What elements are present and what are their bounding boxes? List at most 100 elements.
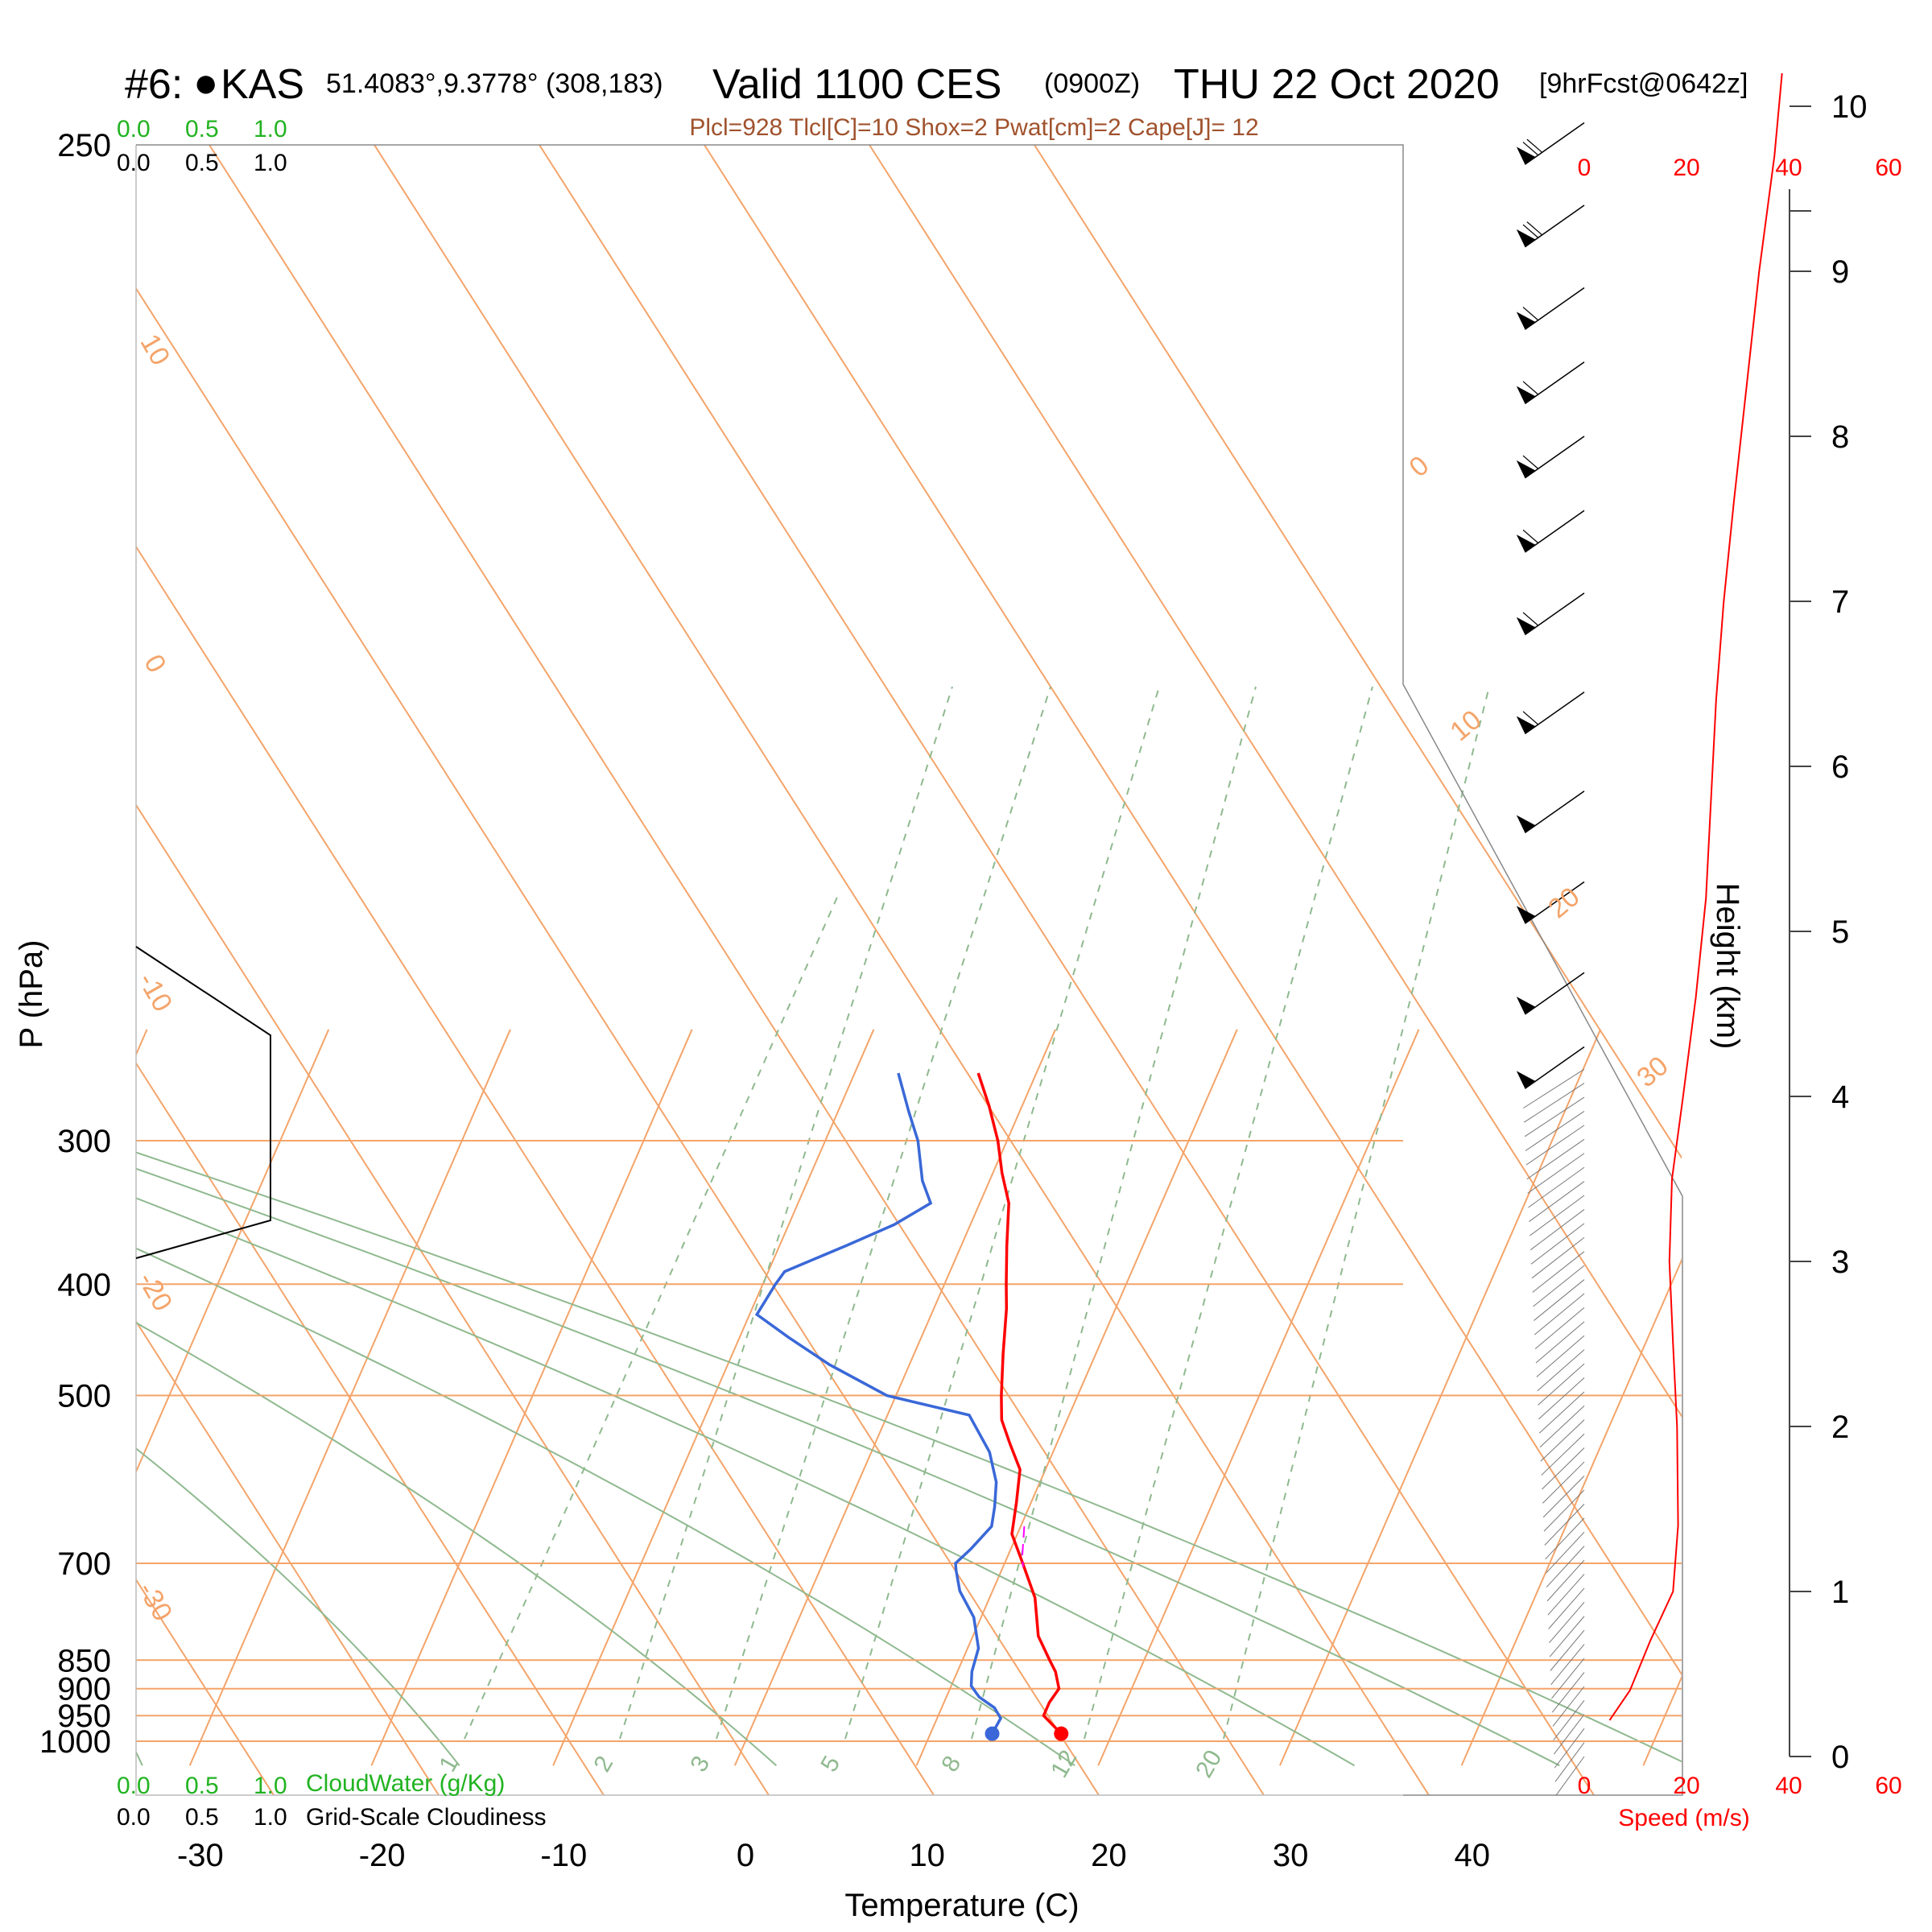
- dry-adiabat-line: [136, 1061, 605, 1795]
- wind-barb-low: [1543, 1489, 1585, 1532]
- wind-barb-pennant: [1516, 386, 1536, 404]
- wind-barb-low: [1538, 1363, 1585, 1406]
- wind-barb: [1516, 436, 1585, 479]
- wind-barb-feather: [1522, 529, 1539, 543]
- dry-adiabat-line: [374, 145, 1430, 1795]
- frame-right: [136, 144, 1683, 1796]
- pressure-tick-label: 500: [57, 1379, 111, 1414]
- dry-adiabat-line: [208, 145, 1265, 1795]
- valid-time: Valid 1100 CES: [712, 61, 1001, 108]
- speed-tick-label-top: 60: [1875, 155, 1901, 181]
- height-tick-label: 5: [1831, 914, 1849, 950]
- dry-adiabat-line: [539, 145, 1595, 1795]
- wind-barb-low: [1548, 1587, 1585, 1629]
- wind-barb-feather: [1526, 221, 1543, 236]
- dewpoint-line: [754, 1072, 1003, 1735]
- wind-barb-feather: [1522, 381, 1539, 395]
- height-axis-title: Height (km): [1710, 883, 1745, 1050]
- cloudiness-profile: [135, 946, 271, 1259]
- moist-adiabat-line: [136, 1447, 460, 1766]
- temperature-tick-label: 10: [909, 1838, 945, 1873]
- mixing-ratio-line: [716, 686, 1051, 1740]
- y-axis-title: P (hPa): [14, 940, 49, 1049]
- speed-profile-line: [1608, 72, 1783, 1721]
- speed-tick-label-top: 0: [1578, 155, 1591, 181]
- wind-barb-low: [1550, 1629, 1585, 1671]
- dry-adiabat-line: [136, 1319, 440, 1795]
- dry-adiabat-line: [869, 145, 1682, 1418]
- station-coords: 51.4083°,9.3778° (308,183): [326, 68, 663, 99]
- wind-barb-low: [1555, 1756, 1585, 1796]
- background-grid: [136, 145, 1682, 1795]
- wind-barb-low: [1530, 1223, 1585, 1265]
- moist-adiabat-line: [136, 1247, 1075, 1767]
- wind-barb-feather: [1522, 612, 1539, 626]
- dry-adiabat-line: [136, 545, 935, 1795]
- wind-barb-low: [1552, 1686, 1585, 1727]
- pressure-tick-label: 250: [57, 128, 111, 163]
- wind-barb: [1516, 691, 1585, 735]
- wind-barb-low: [1530, 1209, 1585, 1251]
- wind-barb-low: [1549, 1616, 1585, 1657]
- pressure-tick-label: 900: [57, 1672, 111, 1707]
- wind-barb-low: [1535, 1321, 1585, 1364]
- valid-date: THU 22 Oct 2020: [1174, 61, 1500, 108]
- wind-barb-shaft: [1524, 436, 1585, 479]
- height-tick-label: 4: [1831, 1080, 1849, 1115]
- pressure-tick-label: 400: [57, 1267, 111, 1302]
- isotherm-line: [370, 1029, 693, 1766]
- speed-tick-label-bottom: 0: [1578, 1773, 1591, 1799]
- station-dot: ●: [193, 60, 218, 106]
- forecast-info: [9hrFcst@0642z]: [1539, 68, 1748, 99]
- temperature-tick-label: 0: [737, 1838, 754, 1873]
- wind-barb-low: [1554, 1742, 1585, 1782]
- wind-barb-low: [1542, 1461, 1585, 1504]
- isotherm-line: [1460, 1258, 1682, 1766]
- temperature-tick-label: -20: [359, 1838, 406, 1873]
- wind-barb: [1516, 510, 1585, 553]
- wind-barb: [1516, 881, 1585, 924]
- cloud-water-scale-bottom-0: 0.0: [117, 1773, 151, 1799]
- wind-barb-low: [1542, 1476, 1585, 1518]
- wind-barb: [1516, 361, 1585, 405]
- cloudiness-scale-bottom-1: 0.5: [185, 1804, 219, 1831]
- wind-barb-pennant: [1516, 312, 1536, 330]
- wind-barb-feather: [1522, 224, 1539, 238]
- wind-barb-low: [1542, 1447, 1585, 1490]
- speed-tick-label-bottom: 60: [1875, 1773, 1901, 1799]
- wind-barb-low: [1529, 1181, 1585, 1222]
- height-tick-label: 1: [1831, 1575, 1849, 1610]
- wind-barb-low: [1549, 1601, 1585, 1644]
- wind-barb-low: [1525, 1111, 1585, 1151]
- surface-dewpoint-marker: [985, 1726, 1000, 1741]
- wind-barb-low: [1553, 1699, 1585, 1740]
- dry-adiabat-line: [136, 803, 770, 1795]
- wind-barb-low: [1550, 1644, 1585, 1685]
- wind-barb-low: [1545, 1517, 1585, 1560]
- wind-barb-low: [1546, 1559, 1585, 1602]
- sounding-series: [754, 1072, 1069, 1741]
- wind-barb: [1516, 1046, 1585, 1089]
- moist-adiabat-line: [136, 1151, 1682, 1763]
- wind-barb-low: [1546, 1546, 1585, 1587]
- temperature-tick-label: 40: [1455, 1838, 1491, 1873]
- wind-barb-low: [1526, 1138, 1585, 1180]
- wind-barb-shaft: [1524, 592, 1585, 636]
- mixing-ratio-line: [844, 686, 1160, 1740]
- wind-barb-low: [1551, 1657, 1585, 1699]
- wind-barb-low: [1523, 1068, 1585, 1108]
- wind-barb-low: [1534, 1307, 1585, 1349]
- cloudiness-scale-bottom-0: 0.0: [117, 1804, 151, 1831]
- moist-adiabat-line: [136, 1167, 1560, 1767]
- wind-barb-pennant: [1516, 147, 1536, 165]
- temperature-tick-label: 20: [1091, 1838, 1127, 1873]
- wind-barb-low: [1531, 1236, 1585, 1279]
- wind-barb-low: [1523, 1083, 1585, 1123]
- wind-barb: [1516, 122, 1585, 165]
- wind-barb-low: [1525, 1125, 1585, 1166]
- wind-barb-feather: [1522, 455, 1539, 469]
- wind-barb: [1516, 592, 1585, 636]
- wind-barb-low: [1538, 1391, 1585, 1434]
- cloudiness-scale-0: 0.0: [117, 150, 151, 176]
